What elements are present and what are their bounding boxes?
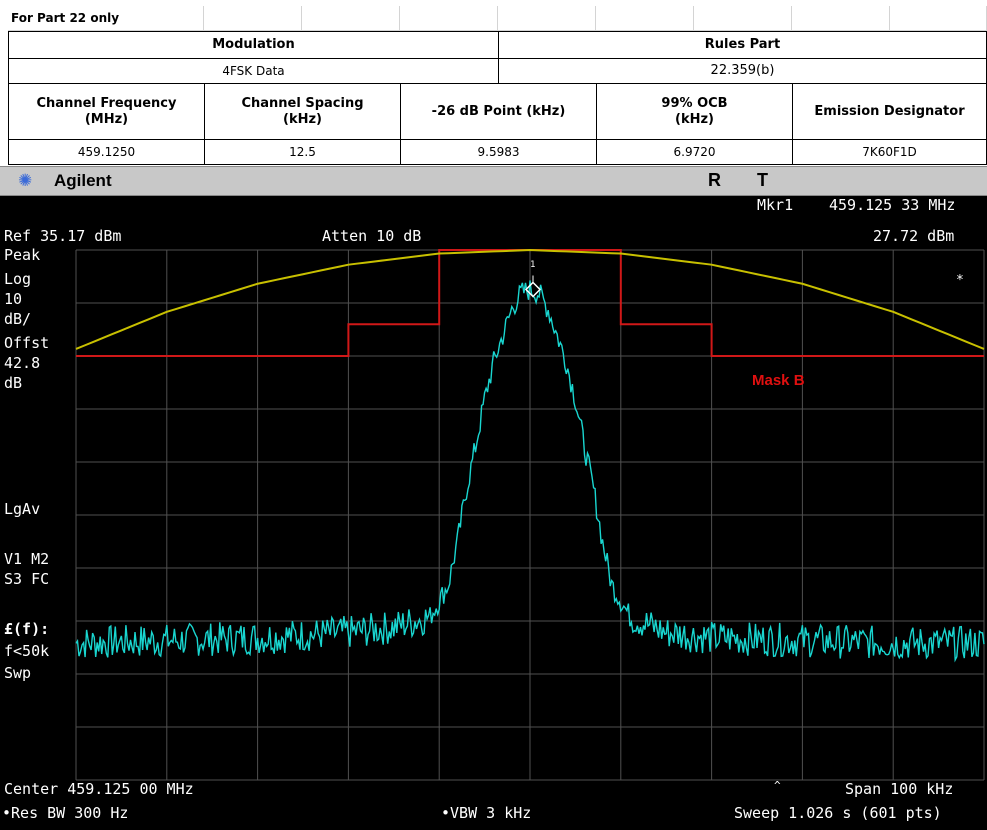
side-label-traces-1: V1 M2	[4, 550, 50, 568]
center-frequency: Center 459.125 00 MHz	[4, 780, 194, 798]
empty-cell	[498, 6, 596, 31]
sweep-time: Sweep 1.026 s (601 pts)	[734, 804, 942, 822]
part-note: For Part 22 only	[8, 6, 204, 31]
side-label-offset: Offst	[4, 334, 50, 352]
reference-level: Ref 35.17 dBm	[4, 227, 122, 245]
remote-indicator: R	[708, 170, 721, 190]
attenuation: Atten 10 dB	[322, 227, 422, 245]
asterisk-indicator: *	[956, 273, 964, 288]
side-label-sweep: Swp	[4, 664, 32, 682]
measurement-table: For Part 22 only Modulation Rules Part 4…	[8, 6, 987, 165]
envelope-curve	[75, 248, 985, 350]
col-channel-frequency: Channel Frequency (MHz)	[9, 84, 205, 140]
rules-part-header: Rules Part	[499, 32, 987, 59]
marker-frequency: 459.125 33 MHz	[829, 196, 956, 214]
side-label-lgav: LgAv	[4, 500, 41, 518]
side-label-offset-unit: dB	[4, 374, 23, 392]
span-value: Span 100 kHz	[845, 780, 954, 798]
mask-label: Mask B	[752, 372, 805, 389]
cell-channel-frequency: 459.1250	[9, 140, 205, 165]
modulation-value: 4FSK Data	[9, 59, 499, 84]
col-99-ocb: 99% OCB (kHz)	[597, 84, 793, 140]
marker-label: Mkr1	[757, 196, 794, 214]
side-label-function: £(f):	[4, 620, 50, 638]
empty-cell	[400, 6, 498, 31]
side-label-offset-value: 42.8	[4, 354, 41, 372]
side-label-function-cond: f<50k	[4, 642, 50, 660]
empty-cell	[890, 6, 987, 31]
caret-indicator: ^	[774, 779, 781, 792]
cell-26db-point: 9.5983	[401, 140, 597, 165]
side-label-log: Log	[4, 270, 32, 288]
brand-label: Agilent	[54, 171, 112, 190]
table-body: Modulation Rules Part 4FSK Data 22.359(b…	[8, 31, 987, 165]
cell-channel-spacing: 12.5	[205, 140, 401, 165]
video-bandwidth: •VBW 3 kHz	[441, 804, 532, 822]
plot-series	[75, 248, 985, 663]
col-emission-designator: Emission Designator	[793, 84, 987, 140]
cell-emission-designator: 7K60F1D	[793, 140, 987, 165]
rules-part-value: 22.359(b)	[499, 59, 987, 84]
cell-99-ocb: 6.9720	[597, 140, 793, 165]
col-26db-point: -26 dB Point (kHz)	[401, 84, 597, 140]
empty-cell	[596, 6, 694, 31]
side-label-traces-2: S3 FC	[4, 570, 50, 588]
empty-cell	[694, 6, 792, 31]
trace-line	[75, 280, 985, 663]
side-label-scale: 10	[4, 290, 23, 308]
marker-number: 1	[530, 260, 536, 270]
agilent-logo-icon: ✺	[18, 171, 33, 191]
graticule	[75, 249, 985, 781]
modulation-header: Modulation	[9, 32, 499, 59]
analyzer-title-bar: ✺ Agilent R T	[0, 166, 987, 196]
marker-level: 27.72 dBm	[873, 227, 955, 245]
side-label-db-div: dB/	[4, 310, 32, 328]
spectrum-plot	[75, 248, 985, 781]
side-label-peak: Peak	[4, 246, 41, 264]
empty-cell	[792, 6, 890, 31]
analyzer-screen: Mkr1 459.125 33 MHz Ref 35.17 dBm Atten …	[0, 196, 987, 830]
empty-cell	[204, 6, 302, 31]
trigger-indicator: T	[757, 170, 768, 190]
empty-cell	[302, 6, 400, 31]
marker-1-diamond	[524, 281, 542, 298]
resolution-bandwidth: •Res BW 300 Hz	[2, 804, 129, 822]
col-channel-spacing: Channel Spacing (kHz)	[205, 84, 401, 140]
